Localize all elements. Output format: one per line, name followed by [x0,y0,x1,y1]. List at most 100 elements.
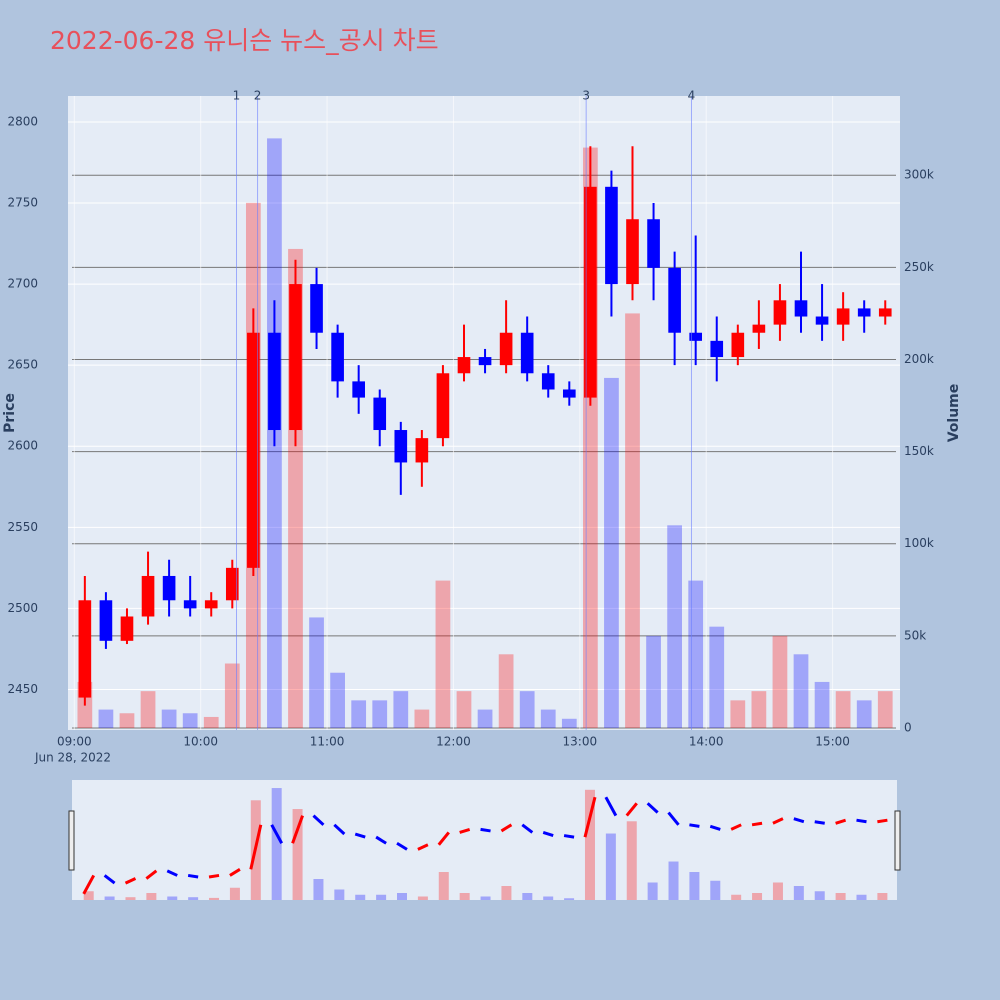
volume-bar [856,700,872,728]
y2-tick-label: 250k [904,260,934,274]
candle-body [141,575,155,617]
mini-candle [751,821,763,827]
volume-bar [456,691,472,728]
y-tick-label: 2550 [7,520,38,534]
mini-volume-bar [376,894,387,900]
candle-body [162,575,176,601]
x-tick-label: 11:00 [310,735,345,749]
candle-body [120,616,134,641]
mini-candle [312,814,325,826]
volume-bar [435,580,451,728]
y-tick-label: 2450 [7,682,38,696]
mini-volume-bar [584,789,595,900]
y-tick-label: 2650 [7,358,38,372]
y2-tick-label: 50k [904,628,926,642]
candle-body [815,316,829,325]
volume-bar [877,691,893,728]
volume-bar [498,654,514,728]
mini-candle [856,818,867,824]
candle-body [310,284,323,333]
mini-candle [187,873,199,879]
mini-volume-bar [167,896,178,900]
volume-bar [667,525,682,728]
candle-body [78,600,92,698]
mini-candle [208,873,220,879]
mini-volume-bar [668,861,679,900]
chart-title: 2022-06-28 유니슨 뉴스_공시 차트 [50,26,439,55]
candle-body [584,186,597,398]
candle-body [647,219,660,268]
candle-body [204,600,218,609]
volume-bar [119,713,135,728]
mini-candle [480,827,491,833]
mini-candle [291,815,304,844]
mini-volume-bar [83,891,94,900]
x-tick-label: 13:00 [563,735,598,749]
candle-body [478,357,492,366]
mini-candle [417,843,429,851]
mini-volume-bar [397,893,407,900]
x-tick-label: 12:00 [436,735,471,749]
mini-volume-bar [772,882,783,900]
volume-bar [540,709,556,728]
candle-body [689,332,703,341]
candle-body [668,267,681,333]
volume-bar [730,700,746,728]
mini-volume-bar [647,882,658,900]
candle-body [99,600,113,641]
candle-body [268,332,281,431]
mini-candle [500,823,513,833]
mini-candle [166,869,178,877]
candle-body [794,300,808,317]
volume-bar [688,580,704,728]
volume-bar [751,691,767,728]
mini-volume-bar [417,896,428,900]
candle-body [752,324,766,333]
mini-candle [459,827,471,834]
mini-candle [730,823,742,831]
range-handle[interactable] [68,810,75,871]
x-tick-label: 15:00 [815,735,850,749]
mini-candle [521,823,534,834]
x-tick-label: 10:00 [183,735,218,749]
volume-bar [646,635,661,728]
range-slider[interactable] [72,780,897,900]
mini-candle [604,796,618,817]
y-tick-label: 2800 [7,114,38,128]
y2-tick-label: 200k [904,352,934,366]
mini-candle [709,824,721,831]
volume-bar [709,626,725,728]
mini-candle [835,818,847,825]
mini-candle [563,834,575,839]
mini-candle [375,835,387,845]
candle-body [352,381,365,398]
mini-volume-bar [877,893,888,900]
mini-candle [583,796,597,838]
event-label: 2 [254,89,262,103]
range-handle[interactable] [894,810,901,871]
candle-body [373,397,387,431]
volume-bar [203,716,219,728]
mini-candle [793,817,805,824]
candle-body [436,373,450,439]
mini-volume-bar [438,872,449,900]
mini-volume-bar [752,893,763,900]
mini-volume-bar [605,833,616,900]
y2-tick-label: 150k [904,444,934,458]
mini-candle [270,824,284,844]
mini-volume-bar [626,821,637,900]
y-tick-label: 2600 [7,439,38,453]
candle-body [836,308,850,325]
volume-bar [625,313,640,728]
mini-volume-bar [104,896,115,900]
candle-body [183,600,197,609]
mini-volume-bar [355,894,366,900]
mini-candle [814,820,825,825]
mini-candle [333,823,346,836]
x-tick-label: 14:00 [689,735,724,749]
volume-bar [793,654,809,728]
mini-candle [103,874,116,885]
candle-body [457,357,471,374]
mini-volume-bar [480,896,491,900]
mini-candle [82,874,96,895]
